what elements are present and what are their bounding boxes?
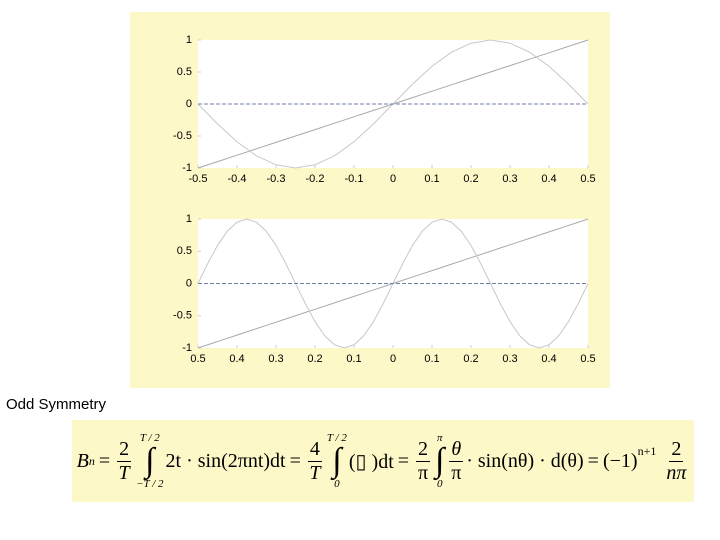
- num: 2: [117, 437, 132, 462]
- lower: 0: [334, 478, 340, 490]
- eq-sign: =: [98, 449, 111, 472]
- x-tick-label: 0.4: [229, 353, 244, 365]
- den: T: [309, 461, 321, 484]
- x-tick-label: -0.2: [306, 173, 325, 185]
- y-tick-label: 0: [186, 98, 192, 110]
- neg-one: (−1): [602, 449, 638, 472]
- num: 2: [669, 437, 684, 462]
- eq-sub: n: [88, 453, 95, 468]
- y-tick-label: -1: [182, 162, 192, 174]
- x-tick-label: 0.5: [190, 353, 205, 365]
- fraction: 2 nπ: [666, 438, 686, 485]
- x-tick-label: 0: [390, 173, 396, 185]
- y-tick-label: -0.5: [173, 130, 192, 142]
- num: θ: [449, 437, 464, 462]
- y-tick-label: 0.5: [177, 66, 192, 78]
- x-tick-label: 0.3: [268, 353, 283, 365]
- int-sign: ∫: [332, 442, 342, 479]
- eq-sign: =: [587, 449, 599, 472]
- den: π: [451, 461, 462, 484]
- x-tick-label: -0.3: [267, 173, 286, 185]
- x-tick-label: -0.5: [189, 173, 208, 185]
- x-tick-label: 0.1: [424, 353, 439, 365]
- y-tick-label: -0.5: [173, 310, 192, 322]
- y-tick-label: 1: [186, 34, 192, 46]
- int-sign: ∫: [435, 442, 445, 479]
- x-tick-label: 0.1: [424, 173, 439, 185]
- x-tick-label: 0: [390, 353, 396, 365]
- den: π: [417, 461, 429, 484]
- x-tick-label: 0.2: [307, 353, 322, 365]
- x-tick-label: 0.4: [541, 173, 556, 185]
- integral: T / 2 ∫ −T / 2: [136, 432, 163, 490]
- x-tick-label: 0.1: [346, 353, 361, 365]
- y-tick-label: 0: [186, 277, 192, 289]
- exponent: n+1: [637, 443, 657, 458]
- integral: π ∫ 0: [435, 432, 444, 490]
- upper: T / 2: [139, 432, 160, 444]
- lower: −T / 2: [136, 478, 164, 490]
- x-tick-label: 0.2: [463, 173, 478, 185]
- x-tick-label: -0.1: [345, 173, 364, 185]
- y-tick-label: -1: [182, 342, 192, 354]
- num: 4: [307, 437, 322, 462]
- x-tick-label: 0.5: [580, 173, 595, 185]
- integrand: (▯ )dt: [348, 450, 394, 473]
- x-tick-label: 0.2: [463, 353, 478, 365]
- num: 2: [416, 437, 431, 462]
- upper: T / 2: [326, 432, 347, 444]
- lower: 0: [436, 478, 443, 490]
- upper: π: [436, 432, 443, 444]
- x-tick-label: 0.3: [502, 173, 517, 185]
- den: nπ: [666, 461, 687, 484]
- integrand: · sin(nθ) · d(θ): [466, 449, 584, 472]
- x-tick-label: 0.4: [541, 353, 556, 365]
- integral: T / 2 ∫ 0: [327, 432, 347, 490]
- x-tick-label: 0.5: [580, 353, 595, 365]
- x-tick-label: -0.4: [228, 173, 247, 185]
- eq-sign: =: [397, 449, 410, 472]
- eq-sign: =: [289, 449, 301, 472]
- y-tick-label: 0.5: [177, 245, 192, 257]
- y-tick-label: 1: [186, 213, 192, 225]
- eq-b: B: [76, 449, 89, 472]
- caption: Odd Symmetry: [6, 396, 107, 413]
- x-tick-label: 0.3: [502, 353, 517, 365]
- int-sign: ∫: [145, 442, 155, 479]
- integrand: 2t · sin(2πnt)dt: [165, 449, 286, 472]
- den: T: [118, 461, 130, 484]
